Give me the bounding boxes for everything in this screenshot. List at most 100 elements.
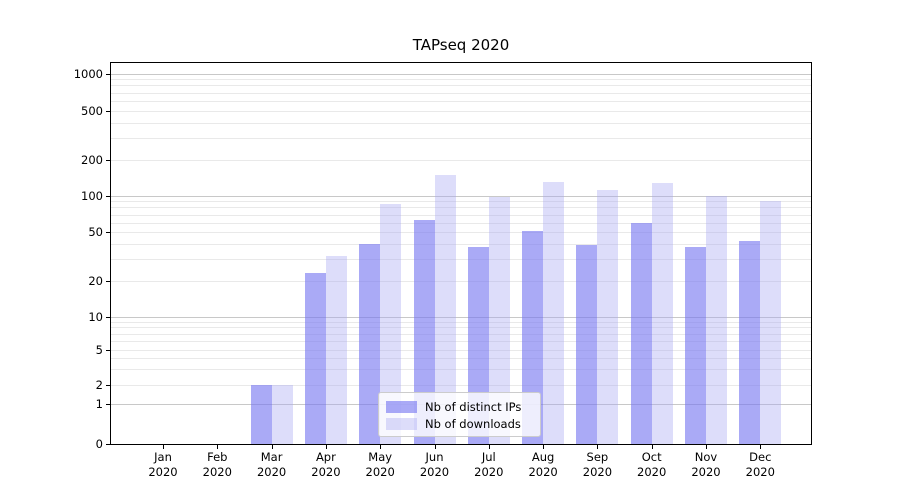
y-tick: [106, 73, 110, 75]
y-tick-label: 0: [95, 437, 103, 451]
legend-label-distinct-ips: Nb of distinct IPs: [425, 399, 522, 414]
x-tick: [434, 445, 436, 449]
gridline-minor: [111, 244, 811, 246]
bar-nb-of-downloads-sep-2020: [597, 189, 619, 445]
gridline-minor: [111, 369, 811, 371]
x-tick-label: Sep 2020: [582, 450, 613, 479]
legend-item-distinct-ips: Nb of distinct IPs: [386, 398, 532, 415]
gridline-major: [111, 195, 811, 197]
bar-nb-of-distinct-ips-oct-2020: [630, 222, 652, 445]
x-tick-label: Jun 2020: [419, 450, 450, 479]
gridline-minor: [111, 259, 811, 261]
bar-nb-of-downloads-jun-2020: [434, 174, 456, 445]
gridline-minor: [111, 222, 811, 224]
y-tick-label: 50: [88, 225, 103, 240]
bar-nb-of-downloads-dec-2020: [760, 201, 782, 445]
bar-nb-of-downloads-may-2020: [380, 204, 402, 445]
x-tick: [217, 445, 219, 449]
y-tick: [106, 404, 110, 405]
gridline-minor: [111, 214, 811, 216]
gridline-minor: [111, 232, 811, 234]
x-tick: [380, 445, 382, 449]
legend-item-downloads: Nb of downloads: [386, 415, 532, 432]
x-tick-label: Jan 2020: [148, 450, 178, 479]
gridline-minor: [111, 160, 811, 161]
y-tick-label: 100: [81, 188, 103, 203]
bar-nb-of-distinct-ips-dec-2020: [739, 241, 761, 445]
y-tick-label: 5: [95, 342, 103, 357]
gridline-major: [111, 73, 811, 75]
bar-nb-of-distinct-ips-sep-2020: [576, 245, 598, 445]
bar-nb-of-downloads-nov-2020: [706, 195, 727, 445]
y-tick: [106, 160, 110, 161]
y-tick-label: 20: [88, 273, 103, 288]
bar-nb-of-downloads-aug-2020: [543, 182, 565, 445]
y-tick: [106, 195, 110, 197]
bar-nb-of-downloads-oct-2020: [651, 182, 673, 445]
y-tick-label: 200: [81, 153, 103, 167]
gridline-minor: [111, 92, 811, 94]
x-tick-label: Aug 2020: [528, 450, 558, 479]
legend: Nb of distinct IPs Nb of downloads: [378, 392, 541, 437]
y-tick: [106, 110, 110, 112]
x-tick: [760, 445, 762, 449]
gridline-minor: [111, 100, 811, 102]
gridline-minor: [111, 321, 811, 323]
y-tick-label: 500: [81, 103, 103, 118]
x-tick: [488, 445, 490, 449]
y-tick: [106, 280, 110, 282]
x-tick-label: Mar 2020: [256, 450, 287, 479]
bar-nb-of-distinct-ips-apr-2020: [304, 273, 326, 445]
gridline-minor: [111, 358, 811, 360]
y-tick: [106, 349, 110, 351]
x-tick: [706, 445, 707, 449]
y-tick: [106, 316, 110, 318]
gridline-minor: [111, 340, 811, 342]
x-tick-label: Dec 2020: [745, 450, 775, 479]
y-tick: [106, 444, 110, 445]
x-tick-label: Oct 2020: [637, 450, 667, 479]
bar-nb-of-distinct-ips-mar-2020: [250, 385, 272, 445]
x-tick: [651, 445, 653, 449]
gridline-major: [111, 316, 811, 318]
gridline-minor: [111, 138, 811, 140]
y-tick-label: 1000: [73, 66, 103, 81]
x-tick-label: Jul 2020: [474, 450, 504, 479]
legend-label-downloads: Nb of downloads: [425, 416, 521, 431]
x-tick-label: Feb 2020: [202, 450, 232, 479]
legend-swatch-downloads-icon: [386, 417, 417, 430]
bar-nb-of-downloads-jul-2020: [488, 197, 510, 445]
x-tick: [325, 445, 327, 449]
bar-nb-of-distinct-ips-aug-2020: [522, 231, 544, 445]
gridline-minor: [111, 349, 811, 351]
x-tick-label: May 2020: [365, 450, 395, 479]
x-tick: [163, 445, 164, 449]
bar-nb-of-distinct-ips-may-2020: [359, 244, 381, 445]
gridline-minor: [111, 333, 811, 335]
bar-nb-of-distinct-ips-nov-2020: [685, 246, 706, 445]
gridline-minor: [111, 201, 811, 203]
y-tick-label: 2: [95, 378, 103, 392]
x-tick: [543, 445, 545, 449]
gridline-minor: [111, 110, 811, 112]
bar-nb-of-downloads-apr-2020: [325, 255, 347, 445]
chart-title: TAPseq 2020: [412, 36, 510, 54]
legend-swatch-distinct-ips-icon: [386, 400, 417, 413]
y-tick-label: 1: [95, 397, 103, 411]
gridline-minor: [111, 327, 811, 329]
x-tick: [597, 445, 599, 449]
bar-nb-of-downloads-mar-2020: [271, 385, 293, 445]
gridline-minor: [111, 280, 811, 282]
gridline-minor: [111, 85, 811, 87]
y-tick-label: 10: [88, 309, 103, 324]
y-tick: [106, 232, 110, 234]
gridline-minor: [111, 122, 811, 124]
y-tick: [106, 385, 110, 386]
x-tick: [271, 445, 273, 449]
bar-nb-of-distinct-ips-jun-2020: [413, 220, 435, 445]
gridline-minor: [111, 79, 811, 81]
x-tick-label: Nov 2020: [691, 450, 721, 479]
gridline-minor: [111, 207, 811, 209]
gridline-minor: [111, 385, 811, 386]
